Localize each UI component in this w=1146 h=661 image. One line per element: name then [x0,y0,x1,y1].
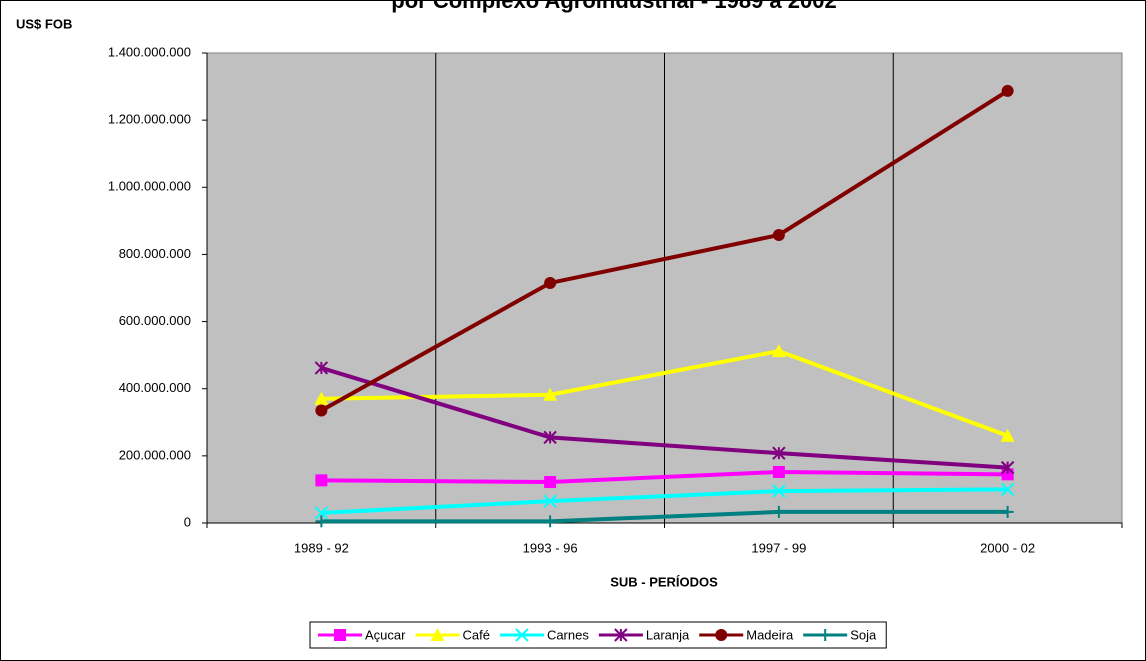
marker [771,344,786,358]
marker [715,629,728,641]
legend-label: Café [462,627,489,642]
marker [314,391,329,405]
marker-shape [772,465,785,478]
marker-shape [543,494,557,508]
marker [772,484,786,498]
y-axis-label: US$ FOB [16,16,72,31]
marker [772,228,785,241]
marker-shape [430,628,445,641]
marker [772,505,785,518]
marker-shape [314,506,329,520]
marker [1000,428,1015,442]
marker [1000,482,1015,497]
marker-shape [334,629,346,641]
marker-shape [515,628,529,642]
y-tick-label: 800.000.000 [119,246,191,261]
marker-shape [1001,84,1014,97]
marker-shape [1000,482,1015,497]
marker [543,387,558,401]
marker-shape [315,474,328,487]
x-tick-label: 1989 - 92 [294,540,349,555]
y-tick-label: 600.000.000 [119,313,191,328]
marker [334,629,346,641]
y-tick-label: 0 [184,514,191,529]
marker [544,276,557,289]
legend: Açucar Café Carnes Laranja Madeira Soja [309,621,887,649]
marker [772,465,785,478]
marker-shape [315,404,328,417]
marker [614,628,628,642]
x-tick-label: 1997 - 99 [751,540,806,555]
legend-label: Soja [850,627,877,642]
marker-shape [1000,428,1015,442]
marker [1000,460,1015,475]
legend-label: Madeira [746,627,794,642]
marker-shape [544,276,557,289]
series-line [320,365,1008,470]
legend-label: Carnes [547,627,589,642]
marker [314,361,329,375]
series-line [321,469,1008,485]
y-tick-label: 1.400.000.000 [108,44,191,59]
marker-shape [772,228,785,241]
marker [315,515,328,528]
x-tick-label: 1993 - 96 [523,540,578,555]
legend-label: Laranja [646,627,690,642]
marker [544,515,557,528]
series-line [320,89,1009,413]
legend-label: Açucar [365,627,406,642]
marker [1001,505,1014,518]
marker-shape [314,391,329,405]
marker [544,476,557,489]
chart-title: por Complexo Agroindustrial - 1989 a 200… [391,0,836,13]
marker [543,430,557,445]
marker [543,494,557,508]
x-tick-label: 2000 - 02 [980,540,1035,555]
marker-shape [771,344,786,358]
y-tick-label: 1.200.000.000 [108,112,191,127]
marker-shape [715,629,728,641]
marker-shape [544,476,557,489]
y-tick-label: 1.000.000.000 [108,179,191,194]
y-tick-label: 400.000.000 [119,380,191,395]
marker [430,628,445,641]
marker [515,628,529,642]
marker [314,506,329,520]
legend-box [309,621,887,649]
y-tick-label: 200.000.000 [119,447,191,462]
marker [1001,84,1014,97]
series-line [321,509,1008,524]
marker-shape [543,387,558,401]
series-line [321,349,1009,438]
marker [315,474,328,487]
marker [819,629,832,641]
marker-shape [772,484,786,498]
marker [315,404,328,417]
series-line [321,487,1008,515]
marker [772,446,786,460]
x-axis-label: SUB - PERÍODOS [610,574,718,589]
